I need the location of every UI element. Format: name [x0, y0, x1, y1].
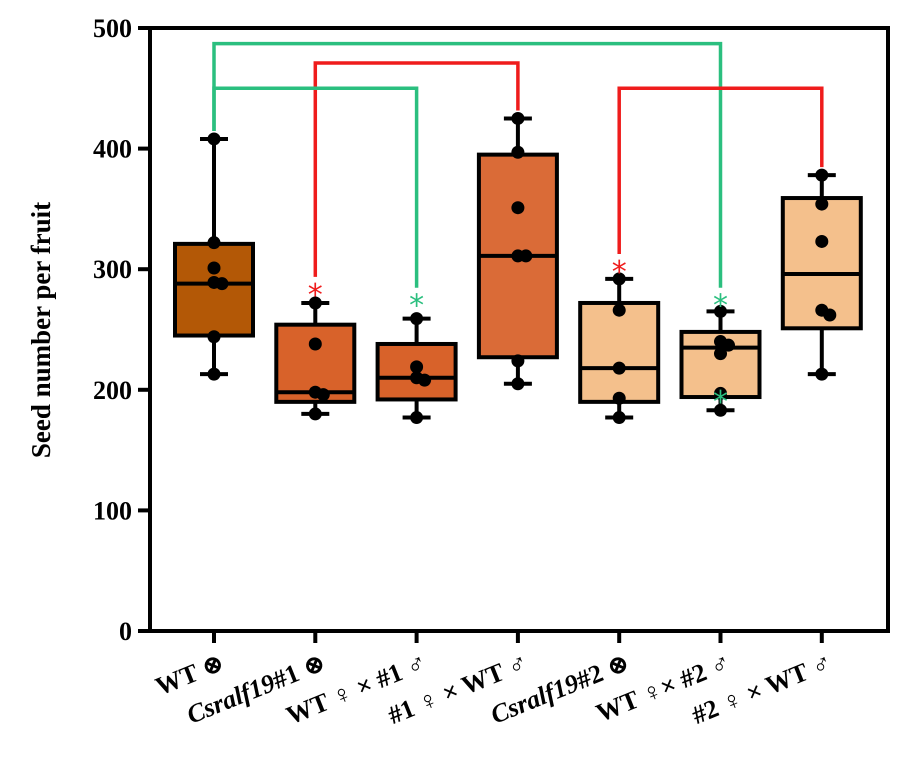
data-point-3-5: [511, 354, 525, 368]
data-point-3-0: [511, 111, 525, 125]
data-point-5-0: [714, 304, 727, 318]
significance-bracket-1: [313, 61, 520, 277]
data-point-6-2: [815, 234, 829, 248]
data-point-1-1: [308, 337, 322, 351]
box-0: [173, 241, 255, 338]
y-tick-label: 300: [93, 255, 132, 284]
significance-star-0: *: [308, 278, 323, 313]
data-point-5-5: [714, 403, 727, 417]
data-point-6-1: [815, 197, 829, 211]
data-point-2-3: [418, 373, 432, 387]
y-tick-label: 500: [93, 14, 132, 43]
box-4: [578, 300, 661, 404]
y-tick-label: 100: [93, 496, 132, 525]
data-point-6-5: [815, 367, 829, 381]
data-point-2-0: [410, 312, 424, 326]
y-tick-labels: 0 100 200 300 400 500: [93, 14, 132, 646]
data-point-3-4: [519, 249, 533, 263]
significance-brackets: [212, 41, 824, 288]
data-point-1-4: [308, 407, 322, 421]
data-points: [207, 111, 837, 425]
data-point-3-2: [511, 201, 525, 215]
data-point-0-2: [207, 261, 221, 275]
data-point-2-4: [410, 411, 424, 425]
significance-star-2: *: [612, 255, 627, 290]
y-tick-label: 400: [93, 135, 132, 164]
significance-stars: * * * * *: [308, 255, 728, 420]
data-point-6-4: [823, 308, 837, 322]
data-point-1-3: [316, 388, 330, 402]
significance-bracket-2: [212, 86, 419, 288]
x-category-labels: WT ⊗Csralf19#1 ⊗WT ♀ × #1 ♂#1 ♀ × WT ♂Cs…: [151, 648, 836, 731]
y-axis-title: Seed number per fruit: [26, 202, 56, 458]
significance-star-4: *: [713, 385, 728, 420]
y-tick-label: 200: [93, 376, 132, 405]
data-point-3-6: [511, 377, 525, 391]
data-point-2-1: [410, 360, 424, 374]
significance-star-3: *: [713, 289, 728, 324]
data-point-4-4: [612, 411, 626, 425]
data-point-3-1: [511, 145, 525, 159]
axes: [138, 26, 890, 643]
data-point-1-0: [308, 296, 322, 310]
data-point-4-1: [612, 303, 626, 317]
data-point-5-2: [722, 338, 735, 352]
y-tick-label: 0: [119, 617, 132, 646]
data-point-4-0: [612, 272, 626, 286]
significance-bracket-0: [212, 41, 723, 288]
data-point-4-3: [612, 391, 626, 405]
box-series: [173, 116, 863, 420]
significance-bracket-3: [617, 86, 824, 254]
data-point-0-1: [207, 236, 221, 250]
data-point-5-4: [714, 386, 727, 400]
data-point-0-5: [207, 330, 221, 344]
data-point-0-4: [215, 277, 229, 291]
significance-star-1: *: [409, 289, 424, 324]
data-point-5-3: [714, 347, 727, 361]
data-point-4-2: [612, 361, 626, 375]
data-point-0-6: [207, 367, 221, 381]
data-point-0-0: [207, 132, 221, 146]
data-point-6-0: [815, 168, 829, 182]
